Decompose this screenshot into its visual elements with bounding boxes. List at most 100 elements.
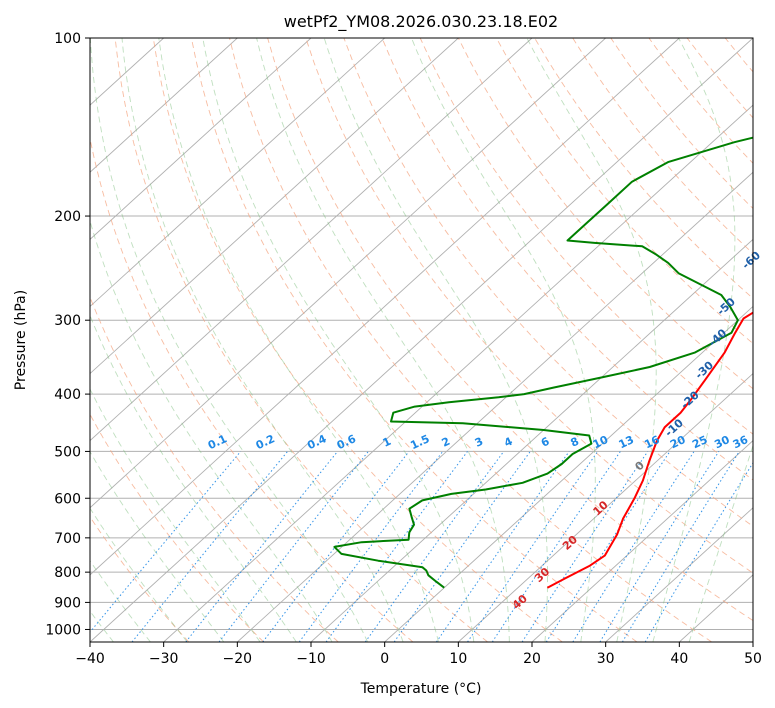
- y-tick-label: 200: [54, 209, 81, 225]
- mixing-ratio-label: 20: [668, 433, 688, 451]
- x-tick-label: 30: [597, 651, 615, 667]
- mixing-ratio-line: [621, 451, 740, 642]
- isotherm-label: 20: [560, 533, 580, 553]
- mixing-ratio-line: [298, 451, 444, 642]
- annotation-layer: -100-90-80-70-60-50-40-30-20-10010203040…: [206, 199, 775, 612]
- x-tick-label: −20: [223, 651, 253, 667]
- background-lines: [90, 38, 775, 642]
- chart-title: wetPf2_YM08.2026.030.23.18.E02: [284, 12, 558, 32]
- moist-adiabat-line: [90, 219, 333, 642]
- moist-adiabat-line: [411, 38, 596, 642]
- dry-adiabat-line: [419, 38, 753, 435]
- mixing-ratio-line: [521, 451, 649, 642]
- y-tick-label: 1000: [45, 622, 81, 638]
- y-tick-label: 800: [54, 565, 81, 581]
- isotherm-label: 30: [532, 565, 552, 585]
- isotherm-label: 40: [510, 592, 530, 612]
- dry-adiabat-line: [114, 38, 488, 642]
- series-layer: [333, 136, 753, 589]
- mixing-ratio-line: [545, 451, 671, 642]
- isotherm-line: [531, 440, 753, 642]
- dry-adiabat-line: [152, 38, 563, 642]
- moist-adiabat-line: [256, 38, 510, 642]
- moist-adiabat-line: [688, 444, 753, 642]
- moist-adiabat-line: [652, 38, 736, 642]
- moist-adiabat-line: [90, 314, 297, 642]
- dry-adiabat-line: [534, 38, 753, 300]
- y-tick-label: 300: [54, 313, 81, 329]
- x-axis-title: Temperature (°C): [360, 681, 482, 697]
- mixing-ratio-label: 1.5: [408, 432, 431, 452]
- x-tick-label: 20: [523, 651, 541, 667]
- dry-adiabat-line: [305, 38, 753, 574]
- mixing-ratio-label: 10: [591, 433, 611, 451]
- mixing-ratio-line: [262, 451, 410, 642]
- mixing-ratio-line: [572, 451, 695, 642]
- mixing-ratio-label: 0.2: [254, 432, 277, 452]
- mixing-ratio-line: [435, 451, 570, 642]
- mixing-ratio-label: 3: [473, 435, 485, 450]
- moist-adiabat-line: [121, 38, 404, 642]
- dry-adiabat-line: [763, 38, 775, 642]
- mixing-ratio-label: 30: [712, 433, 732, 451]
- isotherm-line: [90, 38, 385, 308]
- isotherm-line: [90, 38, 680, 576]
- isotherm-line: [605, 507, 753, 642]
- mixing-ratio-line: [90, 451, 242, 633]
- x-tick-label: −30: [149, 651, 179, 667]
- isotherm-label: -60: [740, 249, 764, 272]
- moist-adiabat-line: [90, 450, 225, 642]
- y-tick-label: 600: [54, 491, 81, 507]
- mixing-ratio-label: 8: [569, 435, 581, 450]
- x-tick-label: 0: [380, 651, 389, 667]
- moist-adiabat-line: [90, 38, 369, 642]
- x-tick-label: −10: [296, 651, 326, 667]
- mixing-ratio-label: 16: [642, 433, 662, 451]
- dry-adiabat-line: [90, 413, 264, 642]
- isotherm-line: [90, 38, 606, 509]
- mixing-ratio-line: [467, 451, 599, 642]
- dry-adiabat-line: [90, 516, 190, 642]
- isotherm-line: [90, 38, 753, 642]
- mixing-ratio-line: [491, 451, 621, 642]
- mixing-ratio-label: 36: [731, 433, 751, 451]
- y-tick-label: 900: [54, 595, 81, 611]
- isotherm-line: [310, 238, 753, 642]
- mixing-ratio-label: 6: [539, 435, 552, 450]
- moist-adiabat-line: [323, 38, 548, 642]
- dry-adiabat-line: [90, 295, 339, 642]
- isotherm-line: [163, 104, 753, 642]
- dry-adiabat-line: [229, 38, 712, 642]
- dry-adiabat-line: [190, 38, 638, 642]
- moist-adiabat-line: [158, 38, 439, 642]
- y-tick-label: 100: [54, 31, 81, 47]
- dry-adiabat-line: [457, 38, 753, 390]
- profile-line: [546, 311, 753, 589]
- x-tick-label: 50: [744, 651, 762, 667]
- mixing-ratio-label: 1: [381, 435, 393, 450]
- isotherm-line: [90, 38, 459, 375]
- dry-adiabat-line: [381, 38, 753, 481]
- x-tick-label: 10: [449, 651, 467, 667]
- mixing-ratio-label: 0.1: [206, 432, 229, 452]
- profile-line: [333, 136, 753, 589]
- y-tick-label: 500: [54, 444, 81, 460]
- mixing-ratio-line: [131, 451, 288, 642]
- mixing-ratio-line: [599, 451, 720, 642]
- isotherm-line: [90, 38, 312, 240]
- mixing-ratio-line: [325, 451, 468, 642]
- moist-adiabat-line: [90, 388, 261, 642]
- moist-adiabat-line: [90, 560, 151, 642]
- y-axis-ticks: 100 200 300 400 500 600 700 800 900 1000: [45, 31, 90, 638]
- dry-adiabat-line: [90, 136, 414, 642]
- x-axis-ticks: −40 −30 −20 −10 0 10 20 30 40 50: [75, 642, 762, 667]
- plot-frame: [89, 37, 754, 643]
- moist-adiabat-line: [90, 507, 188, 642]
- isotherm-label: -30: [693, 358, 717, 381]
- dry-adiabat-line: [496, 38, 753, 345]
- mixing-ratio-line: [218, 451, 369, 642]
- mixing-ratio-line: [393, 451, 531, 642]
- moist-adiabat-line: [202, 38, 475, 642]
- mixing-ratio-line: [364, 451, 505, 642]
- y-tick-label: 400: [54, 387, 81, 403]
